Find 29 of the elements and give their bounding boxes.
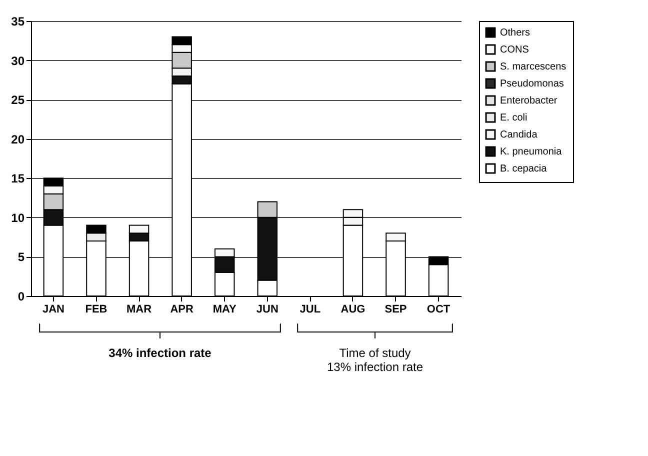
y-tick-label: 30 [11, 54, 25, 68]
x-tick-label: APR [170, 304, 194, 316]
y-tick-label: 25 [11, 93, 25, 108]
x-tick-label: MAR [126, 304, 152, 316]
legend-label: Candida [500, 130, 538, 140]
y-tick-label: 0 [18, 290, 25, 304]
legend-label: K. pneumonia [500, 146, 562, 158]
x-tick-label: OCT [426, 304, 450, 316]
legend-label: Enterobacter [500, 96, 558, 106]
text: Time of study 13% infection rate [326, 346, 424, 374]
x-tick-label: FEB [85, 304, 108, 316]
y-tick-label: 5 [18, 250, 25, 264]
legend-label: S. marcescens [500, 62, 566, 72]
legend-label: B. cepacia [500, 164, 548, 174]
y-tick-label: 10 [11, 210, 25, 225]
legend-label: CONS [500, 44, 530, 56]
legend-label: Others [500, 28, 530, 38]
x-tick-label: JUN [256, 304, 278, 316]
text: 34% infection rate [108, 346, 212, 360]
x-tick-label: AUG [340, 304, 366, 316]
y-tick-label: 20 [11, 132, 25, 146]
x-tick-label: JUL [300, 304, 321, 316]
x-tick-label: SEP [384, 304, 407, 316]
y-tick-label: 15 [11, 172, 25, 186]
legend-label: E. coli [500, 112, 528, 124]
y-tick-label: 35 [11, 14, 25, 28]
legend-label: Pseudomonas [500, 78, 564, 90]
x-tick-label: MAY [212, 304, 237, 316]
x-tick-label: JAN [42, 304, 65, 316]
